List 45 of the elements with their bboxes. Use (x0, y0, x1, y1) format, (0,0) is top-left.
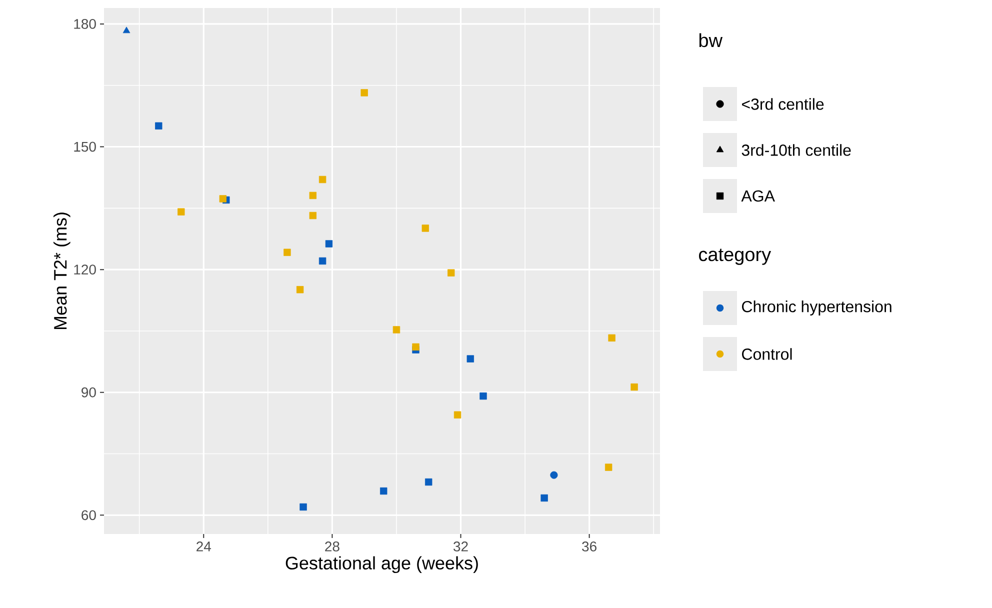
y-axis-title: Mean T2* (ms) (54, 212, 70, 330)
point (122, 26, 130, 34)
y-tick-label: 120 (74, 264, 96, 275)
x-tick-label: 24 (196, 542, 212, 552)
point (392, 326, 400, 334)
y-tick-label: 90 (82, 387, 96, 398)
y-tick-label: 150 (74, 142, 96, 152)
point (360, 89, 368, 96)
point (448, 269, 455, 276)
x-axis-title: Gestational age (weeks) (286, 556, 478, 574)
point (325, 240, 333, 248)
y-tick-label: 60 (82, 510, 96, 520)
point (604, 464, 612, 471)
point (309, 192, 317, 200)
point (309, 212, 317, 220)
text: 3rd-10th centile (742, 144, 851, 156)
legend-label: Control (742, 348, 792, 360)
point (466, 355, 474, 362)
text: <3rd centile (742, 98, 824, 110)
point (318, 176, 326, 184)
point (608, 334, 616, 342)
point (318, 257, 326, 265)
point (284, 248, 291, 256)
point (422, 224, 429, 232)
x-tick-label: 28 (325, 542, 340, 552)
point (630, 383, 638, 391)
x-tick-label: 36 (582, 542, 596, 552)
x-tick-label: 32 (453, 542, 468, 552)
point (454, 411, 462, 418)
point (540, 494, 548, 502)
point (219, 195, 227, 202)
y-tick-label: 180 (74, 18, 96, 29)
point (412, 343, 420, 351)
text: AGA (741, 190, 775, 202)
legend-label: Chronic hypertension (742, 300, 892, 316)
point (178, 208, 185, 216)
point (296, 286, 304, 294)
point (155, 122, 162, 130)
point (550, 471, 558, 479)
point (300, 503, 307, 511)
point (425, 478, 432, 486)
text: bw (699, 33, 723, 48)
point (380, 487, 388, 495)
legend-title: category (699, 248, 772, 265)
point (480, 392, 487, 400)
